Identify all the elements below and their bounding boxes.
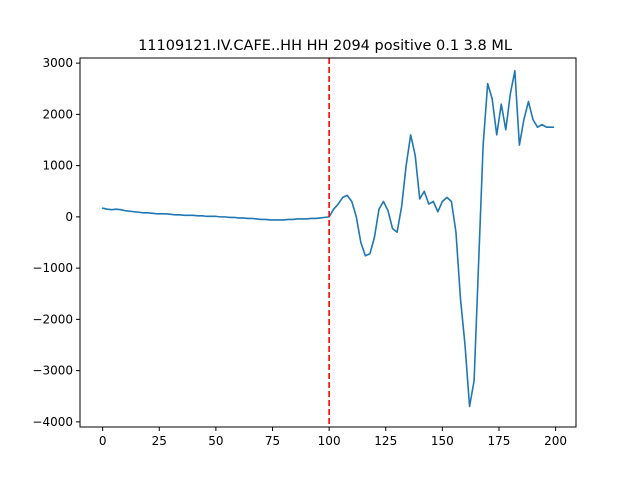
y-tick-label: 2000 [42, 107, 73, 121]
x-tick-label: 125 [374, 434, 397, 448]
y-tick-label: 3000 [42, 56, 73, 70]
y-tick-label: −3000 [32, 364, 73, 378]
x-tick-label: 100 [318, 434, 341, 448]
x-tick-label: 175 [488, 434, 511, 448]
x-tick-label: 25 [152, 434, 167, 448]
y-tick-label: 1000 [42, 159, 73, 173]
axes: 0 25 50 75 100 125 150 175 200 −4000 −3000 −2000 −10… [32, 56, 577, 448]
axes-frame [79, 57, 577, 428]
x-tick-label: 50 [208, 434, 223, 448]
x-tick-label: 200 [544, 434, 567, 448]
y-tick-label: −2000 [32, 312, 73, 326]
y-tick-label: −4000 [32, 415, 73, 429]
y-tick-label: −1000 [32, 261, 73, 275]
chart-title: 11109121.IV.CAFE..HH HH 2094 positive 0.… [138, 38, 512, 54]
x-tick-label: 75 [265, 434, 280, 448]
x-tick-label: 0 [99, 434, 107, 448]
y-tick-label: 0 [65, 210, 73, 224]
x-tick-label: 150 [431, 434, 454, 448]
plot-area [101, 58, 555, 427]
